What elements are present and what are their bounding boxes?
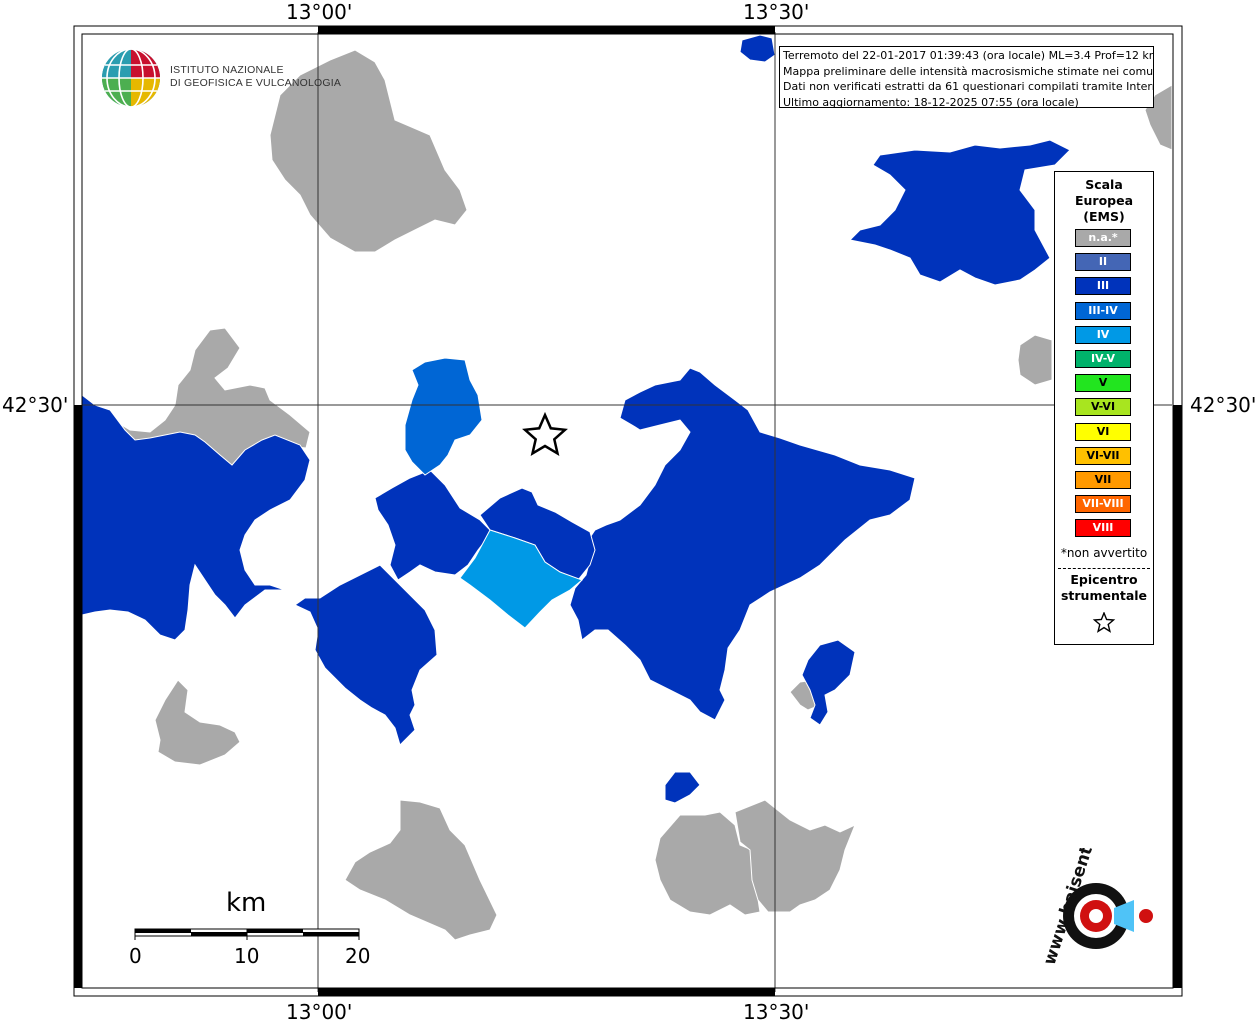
municipality-na-southeast-b <box>734 799 856 913</box>
legend-swatch-v-vi: V-VI <box>1075 398 1131 417</box>
lat-label-left-4230: 42°30' <box>2 393 69 417</box>
map-frame <box>73 25 1183 997</box>
epicenter-star <box>522 411 568 456</box>
ingv-globe-logo <box>102 48 160 108</box>
municipality-iii-center <box>374 469 493 581</box>
legend-swatch-n-a-: n.a.* <box>1075 229 1131 247</box>
legend-swatch-iii-iv: III-IV <box>1075 301 1131 320</box>
municipality-iii-east-small <box>801 639 856 726</box>
info-line-4: Ultimo aggiornamento: 18-12-2025 07:55 (… <box>783 95 1079 108</box>
legend-title-2: Europea <box>1074 193 1134 208</box>
legend-title: Scala Europea (EMS) <box>1055 177 1153 225</box>
municipality-iii-west <box>81 393 311 641</box>
scale-bar <box>134 928 360 940</box>
legend-title-3: (EMS) <box>1083 209 1125 224</box>
legend-swatch-vii-viii: VII-VIII <box>1075 495 1131 514</box>
municipality-iii-northeast <box>848 139 1071 286</box>
municipality-iii-south-small <box>664 771 701 804</box>
legend-swatch-ii: II <box>1075 253 1131 272</box>
legend-swatch-v: V <box>1075 374 1131 393</box>
legend-divider <box>1058 568 1150 569</box>
municipality-iii-large-east <box>569 367 916 721</box>
legend-star-icon <box>1092 612 1116 633</box>
municipality-na-north <box>269 49 468 253</box>
legend-epicenter-2: strumentale <box>1060 588 1148 603</box>
municipality-na-southeast-a <box>654 811 761 916</box>
info-line-3: Dati non verificati estratti da 61 quest… <box>783 80 1154 93</box>
info-line-1: Terremoto del 22-01-2017 01:39:43 (ora l… <box>783 49 1154 62</box>
municipality-iii-center-west <box>294 564 438 746</box>
scale-tick-20: 20 <box>345 944 371 968</box>
municipality-iv <box>459 529 583 629</box>
legend-epicenter-1: Epicentro <box>1070 572 1138 587</box>
lat-label-right-4230: 42°30' <box>1190 393 1256 417</box>
lon-label-bottom-1330: 13°30' <box>743 1000 810 1024</box>
legend-not-felt-note: *non avvertito <box>1060 546 1148 560</box>
scale-bar-unit: km <box>226 888 267 918</box>
legend-swatch-vi-vii: VI-VII <box>1075 446 1131 465</box>
ingv-logo-text: ISTITUTO NAZIONALE DI GEOFISICA E VULCAN… <box>170 64 341 90</box>
ingv-logo-line1: ISTITUTO NAZIONALE <box>170 64 284 76</box>
intensity-iii-municipalities <box>81 34 1071 804</box>
earthquake-info-box: Terremoto del 22-01-2017 01:39:43 (ora l… <box>779 46 1154 108</box>
municipality-iii-iv <box>404 357 483 476</box>
graticule-lines <box>82 32 1172 992</box>
legend-swatch-iv: IV <box>1075 325 1131 344</box>
municipality-iii-north-edge <box>739 34 776 63</box>
legend-swatch-vii: VII <box>1075 471 1131 489</box>
legend-swatch-iv-v: IV-V <box>1075 350 1131 368</box>
scale-tick-10: 10 <box>234 944 260 968</box>
ems-legend: Scala Europea (EMS) n.a.* II III III-IV IV IV… <box>1054 171 1154 645</box>
legend-swatch-iii: III <box>1075 277 1131 296</box>
legend-epicenter-label: Epicentro strumentale <box>1055 572 1153 604</box>
ingv-logo-line2: DI GEOFISICA E VULCANOLOGIA <box>170 77 342 89</box>
lon-label-top-1300: 13°00' <box>286 0 353 24</box>
haisentito-logo: www.haisentitoilterremoto.it <box>1040 848 1153 968</box>
lon-label-top-1330: 13°30' <box>743 0 810 24</box>
legend-title-1: Scala <box>1085 177 1123 192</box>
municipality-na-south <box>344 799 498 941</box>
municipality-na-east-edge <box>1017 334 1053 386</box>
info-line-2: Mappa preliminare delle intensità macros… <box>783 64 1154 78</box>
scale-tick-0: 0 <box>129 944 142 968</box>
legend-swatch-viii: VIII <box>1075 519 1131 538</box>
municipality-na-southwest <box>154 679 241 766</box>
lon-label-bottom-1300: 13°00' <box>286 1000 353 1024</box>
legend-swatch-vi: VI <box>1075 422 1131 441</box>
